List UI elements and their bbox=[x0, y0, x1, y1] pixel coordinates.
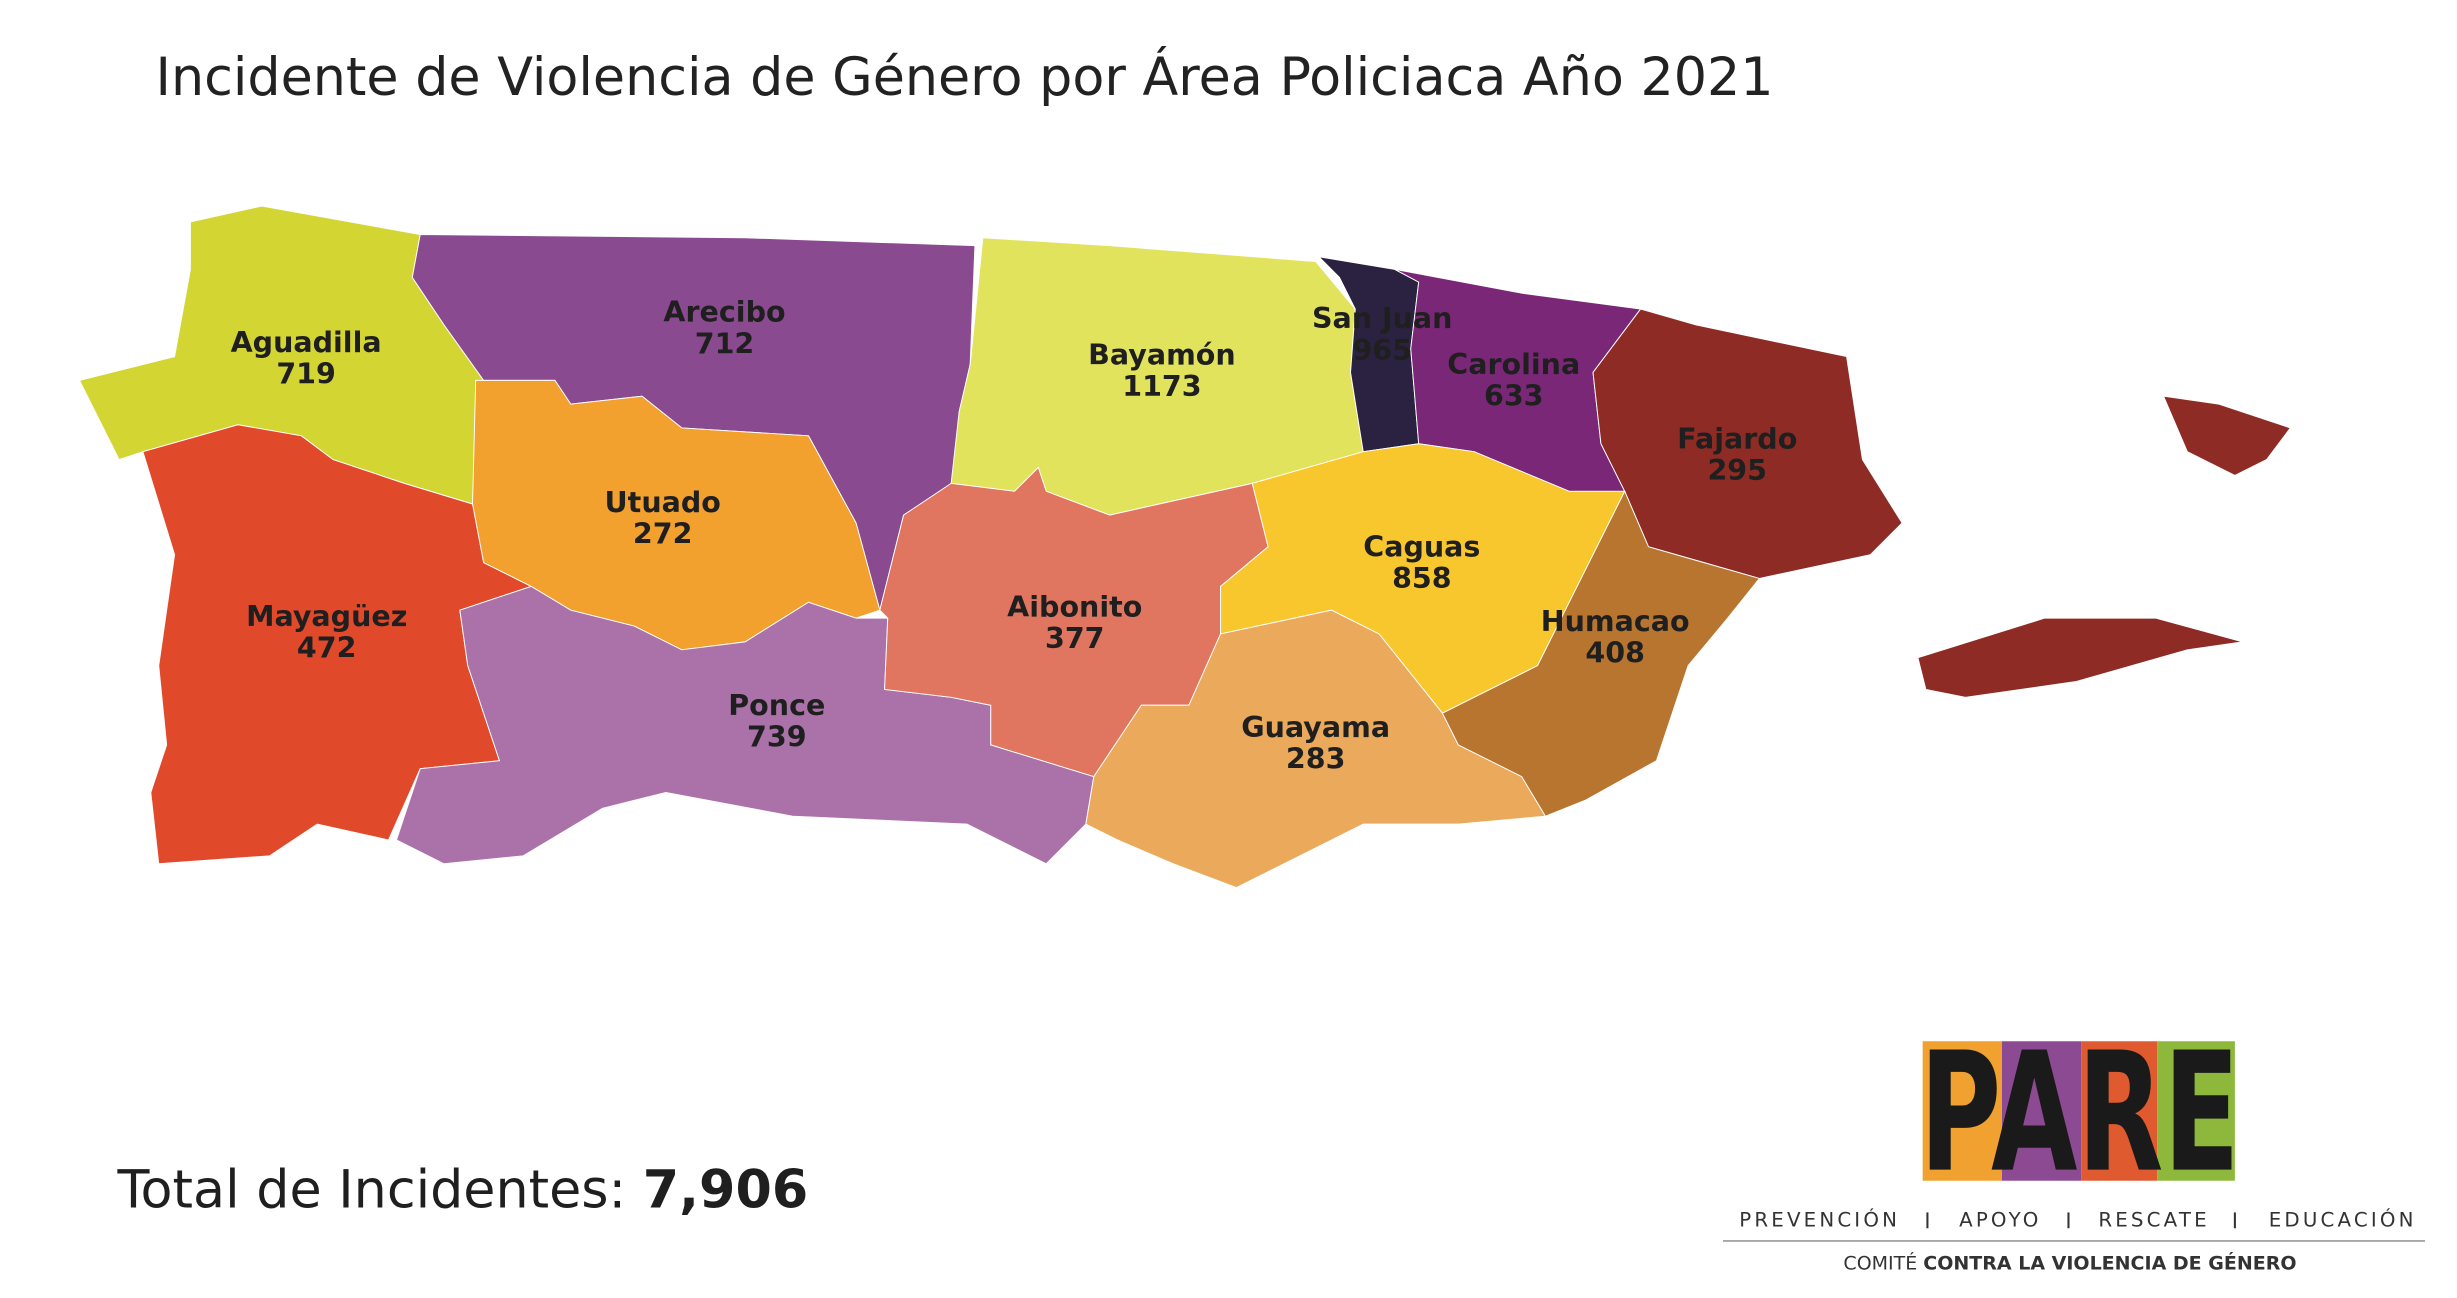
logo-block bbox=[2157, 1041, 2235, 1181]
region bbox=[2162, 395, 2292, 476]
region-name: Mayagüez bbox=[246, 600, 407, 633]
region-value: 408 bbox=[1585, 636, 1645, 669]
region-name: Aguadilla bbox=[231, 326, 382, 359]
region-value: 739 bbox=[747, 720, 807, 753]
tagline-item: PREVENCIÓN bbox=[1739, 1208, 1900, 1232]
region-name: Humacao bbox=[1541, 605, 1690, 638]
region-value: 283 bbox=[1286, 743, 1346, 776]
logo-name: PARE bbox=[1919, 1017, 2239, 1209]
logo-block bbox=[2081, 1041, 2158, 1181]
tagline-item: RESCATE bbox=[2098, 1209, 2209, 1232]
region-name: Guayama bbox=[1241, 711, 1390, 744]
region-value: 719 bbox=[276, 358, 336, 391]
logo: PARE PREVENCIÓN APOYO RESCATE EDUCACIÓN COM… bbox=[1722, 1017, 2426, 1274]
region bbox=[1441, 490, 1761, 817]
committee-word: COMITÉ bbox=[1843, 1251, 1917, 1274]
region-name: Utuado bbox=[605, 486, 721, 519]
region-value: 965 bbox=[1352, 334, 1412, 367]
region-name: Bayamón bbox=[1088, 339, 1236, 372]
tagline-item: APOYO bbox=[1959, 1209, 2041, 1232]
committee-rest: CONTRA LA VIOLENCIA DE GÉNERO bbox=[1923, 1251, 2296, 1274]
title: Incidente de Violencia de Género por Áre… bbox=[156, 47, 1774, 108]
region-value: 1173 bbox=[1122, 370, 1201, 403]
total-label: Total de Incidentes: bbox=[117, 1160, 627, 1221]
region-value: 272 bbox=[633, 518, 693, 551]
region-value: 633 bbox=[1484, 380, 1544, 413]
region-name: Fajardo bbox=[1677, 423, 1797, 456]
logo-block bbox=[1922, 1041, 2002, 1181]
region-value: 472 bbox=[297, 632, 357, 665]
region-value: 858 bbox=[1392, 562, 1452, 595]
tagline-item: EDUCACIÓN bbox=[2269, 1208, 2417, 1232]
committee: COMITÉ CONTRA LA VIOLENCIA DE GÉNERO bbox=[1843, 1251, 2296, 1274]
region-name: Carolina bbox=[1447, 348, 1580, 381]
region bbox=[1917, 617, 2243, 698]
total-value: 7,906 bbox=[643, 1160, 808, 1221]
region-name: Ponce bbox=[728, 689, 825, 722]
region-value: 377 bbox=[1045, 622, 1105, 655]
total: Total de Incidentes: 7,906 bbox=[117, 1160, 809, 1221]
region-name: Caguas bbox=[1363, 530, 1480, 563]
region-name: San Juan bbox=[1312, 302, 1452, 335]
region-value: 295 bbox=[1707, 454, 1767, 487]
logo-block bbox=[2001, 1041, 2082, 1181]
region bbox=[1085, 609, 1547, 889]
regions bbox=[78, 205, 2292, 889]
tagline: PREVENCIÓN APOYO RESCATE EDUCACIÓN bbox=[1739, 1208, 2417, 1232]
region-name: Arecibo bbox=[663, 296, 785, 329]
region-name: Aibonito bbox=[1007, 591, 1142, 624]
region-value: 712 bbox=[695, 327, 755, 360]
